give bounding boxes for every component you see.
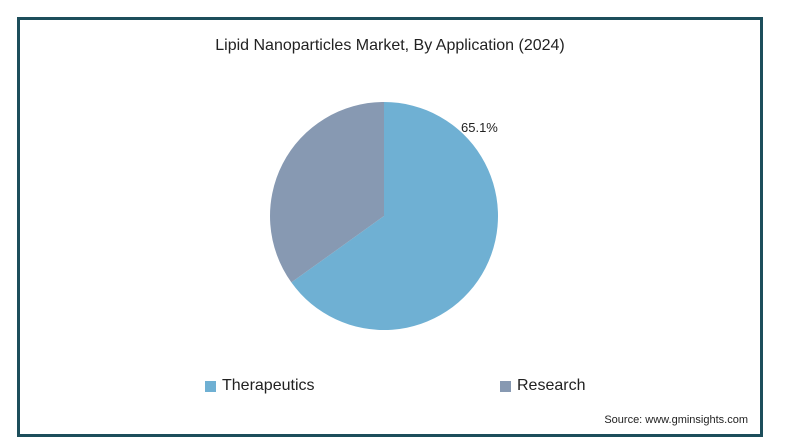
pie-chart: 65.1%: [270, 102, 499, 330]
legend-swatch-therapeutics: [205, 380, 216, 392]
chart-title: Lipid Nanoparticles Market, By Applicati…: [215, 37, 565, 54]
legend-item-research: Research: [500, 377, 585, 395]
source-note: Source: www.gminsights.com: [604, 414, 748, 426]
chart-legend: Therapeutics Research: [20, 377, 760, 397]
legend-swatch-research: [500, 380, 511, 392]
legend-label-research: Research: [517, 377, 586, 394]
chart-frame: Lipid Nanoparticles Market, By Applicati…: [17, 17, 763, 437]
data-label-therapeutics: 65.1%: [461, 120, 498, 135]
legend-item-therapeutics: Therapeutics: [205, 377, 315, 395]
legend-label-therapeutics: Therapeutics: [222, 377, 315, 394]
pie-slice-research: [270, 102, 384, 283]
pie-slice-therapeutics: [291, 102, 499, 330]
